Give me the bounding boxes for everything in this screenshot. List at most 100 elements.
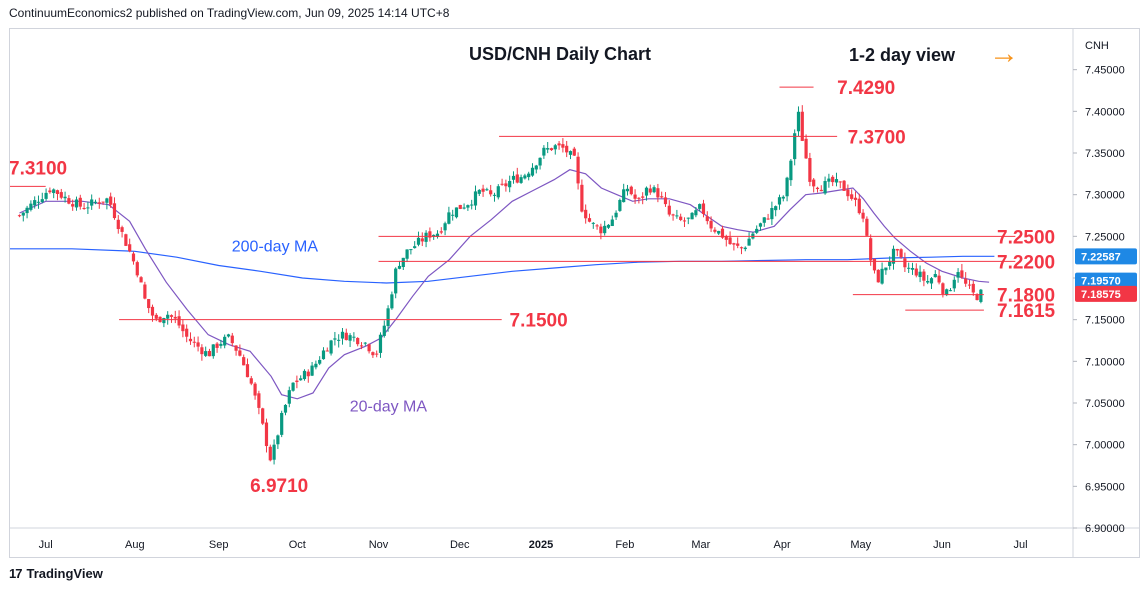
candle-body bbox=[641, 196, 645, 198]
y-tick-label: 7.00000 bbox=[1085, 440, 1125, 452]
level-label: 7.1615 bbox=[997, 301, 1056, 322]
candle-body bbox=[663, 197, 668, 205]
candle-body bbox=[21, 212, 25, 216]
candle-body bbox=[538, 157, 542, 166]
chart-frame bbox=[9, 28, 1140, 558]
candle-body bbox=[401, 257, 405, 268]
candle-body bbox=[610, 219, 614, 227]
candle-body bbox=[561, 144, 565, 148]
candle-body bbox=[33, 200, 37, 206]
candle-body bbox=[458, 204, 462, 209]
candle-body bbox=[363, 342, 367, 344]
candle-body bbox=[257, 393, 261, 408]
candle-body bbox=[546, 148, 550, 150]
y-tick-label: 7.25000 bbox=[1085, 231, 1125, 243]
level-label: 7.4290 bbox=[837, 78, 895, 99]
candle-body bbox=[762, 217, 766, 223]
y-tick-label: 7.05000 bbox=[1085, 398, 1125, 410]
candle-body bbox=[823, 181, 827, 194]
candle-body bbox=[261, 408, 265, 424]
candle-body bbox=[793, 133, 797, 160]
currency-badge[interactable]: CNH bbox=[1085, 40, 1109, 52]
y-tick-label: 7.15000 bbox=[1085, 315, 1125, 327]
candle-body bbox=[508, 181, 512, 188]
candle-body bbox=[173, 316, 177, 319]
tradingview-brand: TradingView bbox=[26, 566, 103, 581]
candle-body bbox=[223, 336, 227, 346]
price-badge-label: 7.18575 bbox=[1081, 289, 1121, 301]
x-tick-label: Mar bbox=[691, 539, 710, 551]
level-label: 6.9710 bbox=[250, 476, 308, 497]
candle-body bbox=[584, 209, 588, 219]
candle-body bbox=[166, 314, 170, 319]
candle-body bbox=[40, 199, 44, 203]
x-tick-label: Jun bbox=[933, 539, 951, 551]
candle-body bbox=[420, 238, 424, 242]
candle-body bbox=[933, 274, 937, 278]
arrow-right-icon: → bbox=[989, 37, 1019, 70]
price-badge-label: 7.19570 bbox=[1081, 276, 1121, 288]
candle-body bbox=[481, 188, 485, 192]
candle-body bbox=[755, 228, 759, 233]
candle-body bbox=[86, 207, 90, 209]
candle-body bbox=[819, 189, 823, 192]
candle-body bbox=[891, 248, 896, 264]
candle-body bbox=[169, 315, 174, 317]
x-tick-label: Oct bbox=[289, 539, 306, 551]
candle-body bbox=[648, 188, 652, 193]
candle-body bbox=[656, 188, 660, 198]
ma200-line bbox=[9, 248, 995, 284]
candle-body bbox=[527, 173, 531, 178]
candle-body bbox=[869, 238, 873, 261]
candle-body bbox=[90, 199, 94, 206]
candle-body bbox=[120, 227, 124, 232]
candle-body bbox=[382, 325, 386, 336]
candle-body bbox=[827, 178, 831, 182]
level-label: 7.1500 bbox=[510, 311, 568, 332]
candle-body bbox=[777, 197, 782, 205]
candle-body bbox=[682, 220, 687, 222]
candle-body bbox=[622, 189, 626, 203]
candle-body bbox=[226, 334, 231, 337]
candle-body bbox=[580, 184, 584, 212]
price-chart[interactable]: 7.4290 7.3700 7.3100 7.2500 7.2200 7.18007.16… bbox=[9, 28, 1140, 558]
candle-body bbox=[147, 299, 151, 309]
candle-body bbox=[929, 278, 934, 284]
chart-title: USD/CNH Daily Chart bbox=[469, 44, 651, 64]
candle-body bbox=[435, 233, 440, 237]
candle-body bbox=[238, 350, 242, 356]
candle-body bbox=[337, 339, 341, 341]
candle-body bbox=[356, 337, 360, 345]
candle-body bbox=[93, 201, 98, 203]
candle-body bbox=[352, 336, 356, 338]
candle-body bbox=[253, 383, 257, 396]
candle-body bbox=[724, 236, 728, 240]
candle-body bbox=[48, 190, 52, 193]
candle-body bbox=[812, 179, 816, 187]
candle-body bbox=[306, 371, 310, 377]
candle-body bbox=[637, 197, 641, 199]
y-tick-label: 6.95000 bbox=[1085, 481, 1125, 493]
candle-body bbox=[181, 324, 185, 332]
candle-body bbox=[131, 253, 136, 262]
candle-body bbox=[701, 203, 706, 215]
candle-body bbox=[781, 196, 785, 199]
candle-body bbox=[276, 435, 280, 445]
x-tick-label: Aug bbox=[125, 539, 145, 551]
candle-body bbox=[975, 294, 979, 301]
tradingview-logo-icon: 17 bbox=[9, 566, 23, 581]
chart-area[interactable]: 7.4290 7.3700 7.3100 7.2500 7.2200 7.1800 7.16… bbox=[9, 28, 1140, 558]
candle-body bbox=[565, 145, 569, 153]
x-tick-label: Feb bbox=[615, 539, 634, 551]
tradingview-footer[interactable]: 17 TradingView bbox=[9, 566, 103, 581]
candle-body bbox=[542, 147, 546, 156]
candle-body bbox=[375, 353, 379, 355]
candle-body bbox=[200, 347, 204, 355]
candle-body bbox=[876, 269, 880, 283]
candle-body bbox=[880, 268, 884, 284]
candle-body bbox=[853, 197, 858, 200]
candle-body bbox=[116, 219, 120, 230]
candle-body bbox=[698, 204, 702, 209]
candle-body bbox=[785, 177, 789, 197]
candle-body bbox=[466, 205, 470, 208]
